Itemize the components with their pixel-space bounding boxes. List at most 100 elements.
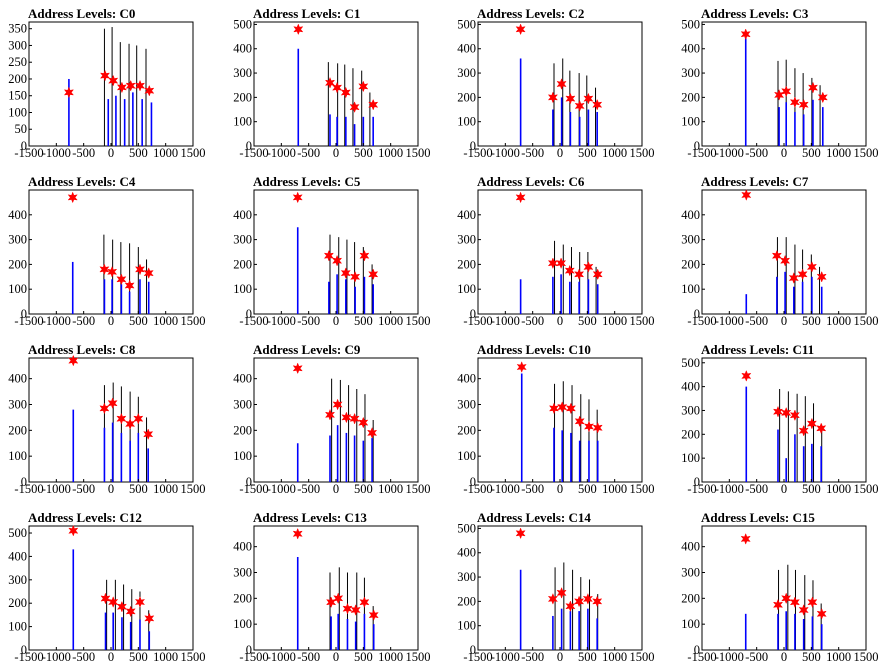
x-tick-label: -1000: [42, 146, 71, 160]
peak-marker: [515, 191, 526, 204]
x-tick-label: -500: [521, 650, 544, 664]
y-tick-label: 0: [246, 139, 252, 153]
panel-c14: Address Levels: C14 0 100 200 300 400 500 -1500…: [457, 510, 654, 664]
x-tick-label: 1000: [602, 314, 627, 328]
y-tick-label: 0: [470, 139, 476, 153]
y-tick-label: 300: [457, 66, 476, 80]
y-tick-label: 100: [233, 617, 252, 631]
x-tick-label: -500: [745, 146, 768, 160]
y-tick-label: 500: [457, 17, 476, 31]
peak-marker: [341, 411, 352, 424]
x-tick-label: 1000: [153, 314, 178, 328]
y-tick-label: 0: [694, 139, 700, 153]
x-tick-label: -1000: [267, 482, 296, 496]
peak-marker: [574, 415, 585, 428]
x-tick-label: -500: [72, 146, 95, 160]
panel-title: Address Levels: C13: [253, 510, 367, 525]
peak-marker: [350, 604, 361, 616]
x-tick-label: 500: [802, 314, 821, 328]
x-tick-label: 1000: [602, 146, 627, 160]
x-tick-label: 1000: [826, 650, 851, 664]
y-tick-label: 400: [457, 208, 476, 222]
peak-marker: [67, 191, 78, 204]
y-tick-label: 400: [8, 372, 27, 386]
y-tick-label: 400: [8, 549, 27, 563]
x-tick-label: -1500: [239, 650, 268, 664]
x-tick-label: -500: [521, 146, 544, 160]
y-tick-label: 200: [233, 90, 252, 104]
x-tick-label: 1000: [153, 650, 178, 664]
y-tick-label: 300: [457, 570, 476, 584]
x-tick-label: 500: [578, 482, 597, 496]
peak-marker: [556, 587, 567, 599]
x-tick-label: 500: [578, 650, 597, 664]
x-tick-label: -1000: [491, 650, 520, 664]
peak-marker: [134, 596, 146, 608]
x-tick-label: -500: [72, 650, 95, 664]
x-tick-label: 1500: [181, 650, 206, 664]
panel-title: Address Levels: C8: [28, 342, 136, 357]
panel-c15: Address Levels: C15 0 100 200 300 400 -1500-10…: [681, 510, 878, 664]
peak-marker: [293, 23, 304, 36]
peak-marker: [574, 268, 585, 281]
plot-frame: [28, 189, 194, 315]
y-tick-label: 200: [457, 90, 476, 104]
plot-frame: [701, 525, 867, 651]
peak-marker: [99, 69, 111, 82]
x-tick-label: 0: [557, 650, 563, 664]
peak-marker: [816, 422, 827, 435]
y-tick-label: 0: [470, 307, 476, 321]
peak-marker: [292, 362, 303, 375]
peak-marker: [358, 416, 369, 429]
peak-marker: [771, 249, 782, 262]
plot-frame: [28, 21, 194, 147]
y-tick-label: 0: [694, 643, 700, 657]
x-tick-label: -1500: [239, 482, 268, 496]
peak-marker: [68, 354, 79, 367]
plot-frame: [253, 525, 419, 651]
peak-marker: [133, 412, 144, 425]
x-tick-label: 500: [802, 146, 821, 160]
plot-frame: [701, 21, 867, 147]
x-tick-label: 500: [129, 482, 148, 496]
peak-marker: [564, 264, 575, 277]
x-tick-label: -1000: [491, 314, 520, 328]
y-tick-label: 100: [681, 617, 700, 631]
x-tick-label: 1500: [630, 146, 655, 160]
y-tick-label: 300: [681, 66, 700, 80]
y-tick-label: 500: [681, 17, 700, 31]
x-tick-label: -1500: [239, 146, 268, 160]
peak-marker: [798, 604, 809, 616]
peak-marker: [359, 249, 370, 262]
y-tick-label: 300: [457, 233, 476, 247]
x-tick-label: 1500: [181, 314, 206, 328]
peak-marker: [125, 605, 136, 618]
peak-marker: [324, 76, 336, 89]
x-tick-label: 1500: [406, 146, 431, 160]
panel-title: Address Levels: C10: [477, 342, 591, 357]
x-tick-label: -1500: [239, 314, 268, 328]
y-tick-label: 300: [8, 398, 27, 412]
x-tick-label: 500: [129, 314, 148, 328]
panel-c13: Address Levels: C13 0 100 200 300 400 -1500-10…: [233, 510, 430, 664]
peak-marker: [592, 98, 603, 111]
y-tick-label: 200: [8, 596, 27, 610]
x-tick-label: 0: [333, 146, 339, 160]
panel-title: Address Levels: C0: [28, 6, 135, 21]
x-tick-label: 0: [781, 146, 787, 160]
panel-c11: Address Levels: C11 0 100 200 300 400 500 -1500…: [681, 342, 878, 496]
x-tick-label: 0: [781, 650, 787, 664]
peak-marker: [332, 398, 343, 411]
x-tick-label: 1000: [826, 482, 851, 496]
peak-marker: [780, 254, 791, 267]
peak-marker: [144, 84, 155, 97]
y-tick-label: 100: [8, 282, 27, 296]
peak-marker: [124, 279, 135, 292]
x-tick-label: 500: [354, 146, 373, 160]
x-tick-label: 0: [333, 482, 339, 496]
x-tick-label: -1500: [14, 146, 43, 160]
y-tick-label: 400: [233, 208, 252, 222]
y-tick-label: 0: [21, 139, 27, 153]
peak-marker: [358, 80, 369, 93]
